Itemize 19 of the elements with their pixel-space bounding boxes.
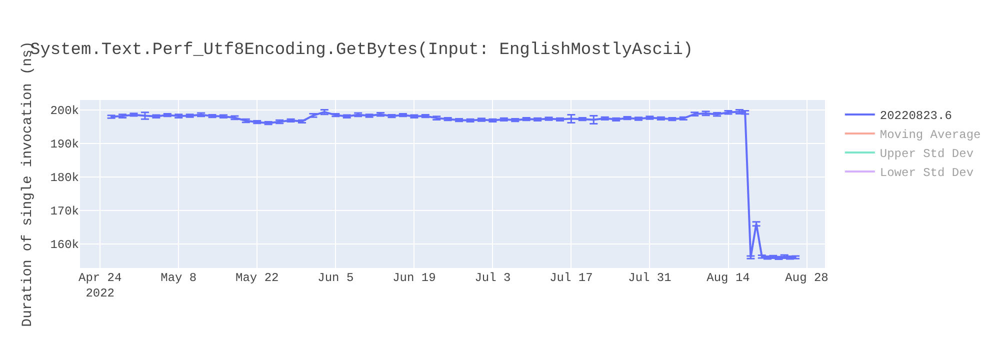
x-tick-label: May 22 [236,271,279,285]
legend-label: 20220823.6 [880,109,952,124]
x-tick-label: Jul 17 [550,271,593,285]
y-tick-label: 160k [50,238,79,252]
y-tick-label: 180k [50,171,79,186]
x-tick-label: Jun 5 [318,271,354,285]
y-tick-label: 200k [50,104,79,118]
x-tick-label: Jun 19 [392,271,436,285]
x-tick-label: Aug 28 [785,271,828,285]
x-tick-label: Jul 31 [628,271,672,285]
x-tick-label: Jul 3 [474,271,511,285]
y-tick-label: 170k [50,204,79,219]
x-tick-label: Aug 14 [706,271,750,285]
legend-label: Upper Std Dev [880,147,974,162]
x-tick-label: May 8 [160,271,197,285]
x-tick-label: Apr 24 2022 [78,271,122,301]
legend-label: Lower Std Dev [880,166,974,180]
legend-label: Moving Average [880,128,981,142]
y-tick-label: 190k [50,138,79,152]
